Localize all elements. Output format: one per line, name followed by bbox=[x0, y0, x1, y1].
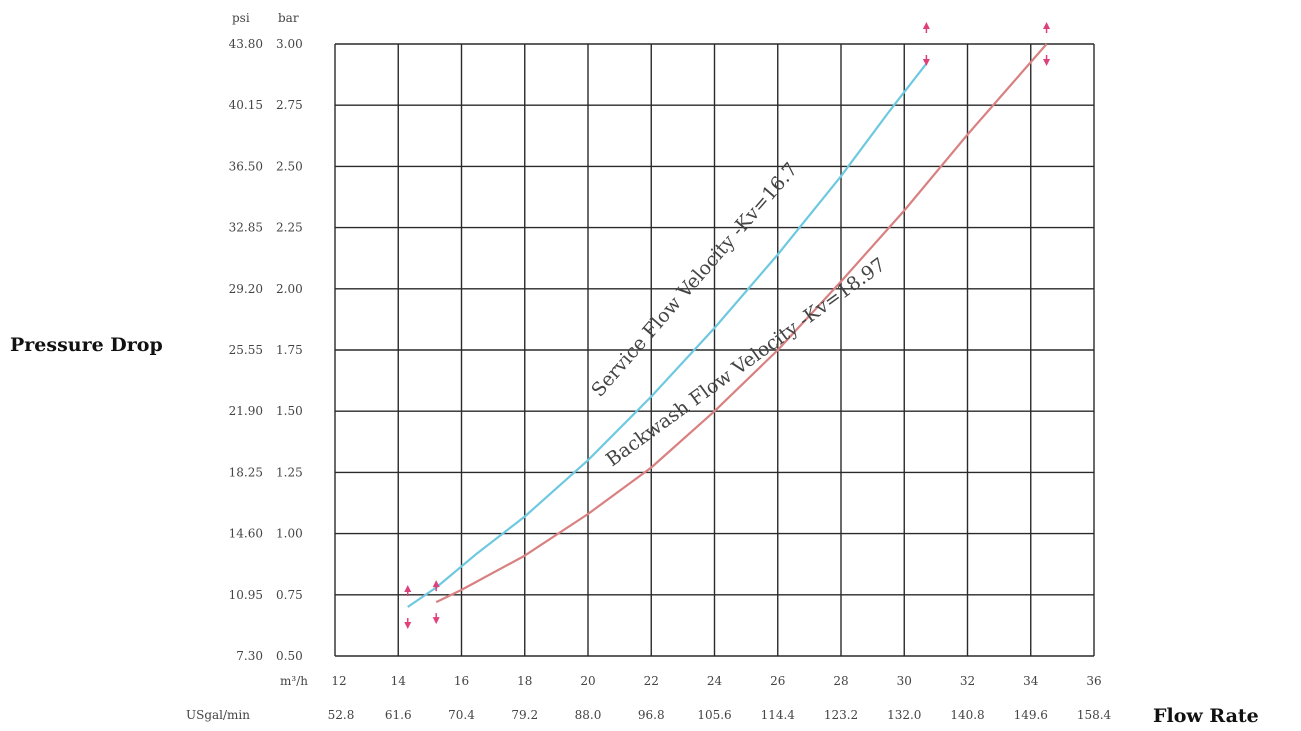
gpm-tick-label: 132.0 bbox=[887, 708, 921, 722]
marker-layer bbox=[404, 22, 1051, 630]
gpm-unit-label: USgal/min bbox=[186, 708, 250, 722]
bar-tick-label: 2.50 bbox=[276, 159, 303, 173]
gpm-tick-label: 70.4 bbox=[448, 708, 475, 722]
bar-tick-label: 2.00 bbox=[276, 282, 303, 296]
gpm-tick-label: 96.8 bbox=[638, 708, 665, 722]
arrow-down-icon bbox=[1043, 59, 1051, 66]
gpm-tick-label: 61.6 bbox=[385, 708, 412, 722]
psi-tick-label: 36.50 bbox=[229, 159, 263, 173]
backwash-curve-label: Backwash Flow Velocity -Kv=18.97 bbox=[602, 254, 890, 471]
range-marker bbox=[922, 22, 930, 66]
gpm-tick-label: 140.8 bbox=[950, 708, 984, 722]
y-axis-title: Pressure Drop bbox=[10, 334, 163, 356]
grid-layer bbox=[334, 43, 1095, 657]
m3h-tick-label: 20 bbox=[580, 674, 595, 688]
range-marker bbox=[1043, 22, 1051, 66]
bar-tick-label: 2.75 bbox=[276, 98, 303, 112]
gpm-tick-label: 52.8 bbox=[328, 708, 355, 722]
psi-tick-label: 18.25 bbox=[229, 465, 263, 479]
m3h-tick-label: 36 bbox=[1086, 674, 1101, 688]
range-marker bbox=[404, 585, 412, 630]
psi-tick-label: 43.80 bbox=[229, 37, 263, 51]
m3h-tick-label: 22 bbox=[644, 674, 659, 688]
m3h-tick-label: 32 bbox=[960, 674, 975, 688]
m3h-tick-label: 34 bbox=[1023, 674, 1039, 688]
gpm-tick-label: 158.4 bbox=[1077, 708, 1112, 722]
bar-tick-label: 1.25 bbox=[276, 465, 303, 479]
psi-tick-label: 10.95 bbox=[229, 588, 263, 602]
m3h-tick-label: 18 bbox=[517, 674, 532, 688]
range-marker bbox=[432, 580, 440, 625]
gpm-tick-label: 88.0 bbox=[575, 708, 602, 722]
psi-tick-label: 40.15 bbox=[229, 98, 263, 112]
psi-unit-label: psi bbox=[232, 11, 250, 25]
arrow-up-icon bbox=[922, 22, 930, 29]
x-axis-title: Flow Rate bbox=[1153, 705, 1259, 727]
series-layer bbox=[407, 43, 1048, 608]
psi-tick-label: 29.20 bbox=[229, 282, 263, 296]
gpm-tick-label: 123.2 bbox=[824, 708, 858, 722]
service-curve-label: Service Flow Velocity -Kv=16.7 bbox=[587, 159, 802, 402]
gpm-tick-label: 114.4 bbox=[761, 708, 796, 722]
arrow-down-icon bbox=[922, 59, 930, 66]
m3h-unit-label: m³/h bbox=[280, 674, 308, 688]
m3h-tick-label: 26 bbox=[770, 674, 785, 688]
bar-tick-label: 0.50 bbox=[276, 649, 303, 663]
bar-tick-label: 2.25 bbox=[276, 221, 303, 235]
m3h-tick-label: 24 bbox=[707, 674, 723, 688]
arrow-up-icon bbox=[1043, 22, 1051, 29]
m3h-tick-label: 30 bbox=[897, 674, 912, 688]
m3h-tick-label: 14 bbox=[391, 674, 407, 688]
bar-unit-label: bar bbox=[278, 11, 299, 25]
arrow-down-icon bbox=[404, 622, 412, 630]
bar-tick-label: 0.75 bbox=[276, 588, 303, 602]
m3h-tick-label: 28 bbox=[833, 674, 848, 688]
psi-tick-label: 32.85 bbox=[229, 221, 263, 235]
backwash-flow-curve bbox=[435, 43, 1048, 604]
m3h-tick-label: 12 bbox=[331, 674, 346, 688]
bar-tick-label: 1.50 bbox=[276, 404, 303, 418]
arrow-up-icon bbox=[432, 580, 440, 588]
bar-tick-label: 1.75 bbox=[276, 343, 303, 357]
gpm-tick-label: 149.6 bbox=[1014, 708, 1048, 722]
service-flow-curve bbox=[407, 62, 928, 608]
arrow-down-icon bbox=[432, 617, 440, 625]
psi-tick-label: 21.90 bbox=[229, 404, 263, 418]
psi-tick-label: 14.60 bbox=[229, 527, 263, 541]
m3h-tick-label: 16 bbox=[454, 674, 469, 688]
bar-tick-label: 3.00 bbox=[276, 37, 303, 51]
label-layer: 7.30 10.95 14.60 18.25 21.90 25.55 29.20 32.85 3… bbox=[229, 37, 1112, 722]
psi-tick-label: 7.30 bbox=[236, 649, 263, 663]
psi-tick-label: 25.55 bbox=[229, 343, 263, 357]
bar-tick-label: 1.00 bbox=[276, 527, 303, 541]
gpm-tick-label: 79.2 bbox=[511, 708, 538, 722]
gpm-tick-label: 105.6 bbox=[697, 708, 731, 722]
arrow-up-icon bbox=[404, 585, 412, 593]
